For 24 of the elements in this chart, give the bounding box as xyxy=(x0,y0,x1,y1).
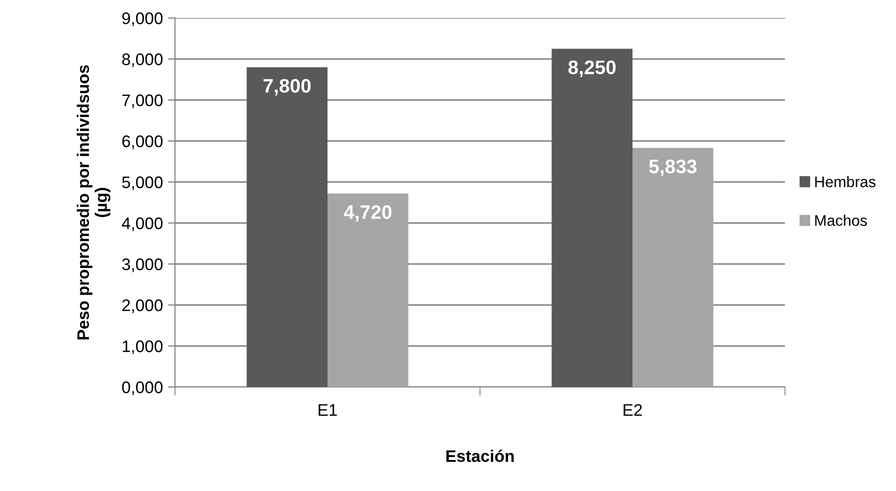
y-tick-label: 2,000 xyxy=(122,299,163,314)
data-label: 4,720 xyxy=(344,205,392,222)
y-tick-label: 8,000 xyxy=(122,53,163,68)
bar xyxy=(328,193,408,387)
y-tick-label: 9,000 xyxy=(122,12,163,26)
y-tick-label: 0,000 xyxy=(122,381,163,396)
bar xyxy=(552,48,632,387)
y-axis-title: Peso propromedio por individsuos (µg) xyxy=(76,65,110,340)
y-tick-label: 3,000 xyxy=(122,258,163,272)
data-label: 5,833 xyxy=(649,160,697,176)
y-tick-label: 1,000 xyxy=(122,340,163,354)
y-tick-label: 7,000 xyxy=(122,94,163,108)
bar xyxy=(632,148,714,387)
data-label: 8,250 xyxy=(568,60,616,78)
data-label: 7,800 xyxy=(264,78,311,96)
x-axis-title: Estación xyxy=(446,450,514,462)
legend-label: Machos xyxy=(815,214,867,226)
y-tick-label: 4,000 xyxy=(122,217,163,232)
x-tick-label: E1 xyxy=(318,404,337,416)
y-tick-label: 5,000 xyxy=(122,176,163,190)
legend-label: Hembras xyxy=(815,176,876,188)
y-tick-label: 6,000 xyxy=(122,135,163,150)
bar xyxy=(246,67,328,387)
x-tick-label: E2 xyxy=(624,404,642,416)
